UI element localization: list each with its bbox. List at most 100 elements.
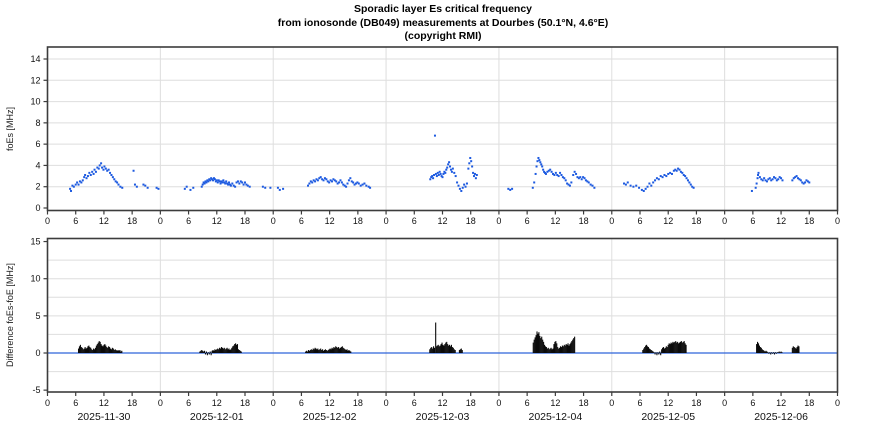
scatter-point	[212, 177, 215, 180]
diff-bar	[539, 335, 541, 353]
scatter-point	[773, 176, 776, 179]
date-label: 2025-11-30	[77, 411, 130, 423]
diff-bar	[681, 342, 683, 353]
scatter-point	[570, 181, 573, 184]
scatter-point	[282, 187, 285, 190]
diff-bar	[432, 348, 434, 353]
scatter-point	[669, 171, 672, 174]
scatter-point	[475, 174, 478, 177]
x-tick-label: 0	[609, 398, 614, 408]
diff-bar	[96, 344, 98, 353]
diff-bar	[308, 350, 310, 353]
scatter-point	[88, 171, 91, 174]
diff-bar	[113, 350, 115, 353]
scatter-point	[794, 176, 797, 179]
diff-bar	[574, 336, 576, 353]
scatter-point	[591, 184, 594, 187]
diff-bar	[231, 347, 233, 353]
scatter-point	[644, 187, 647, 190]
scatter-point	[557, 175, 560, 178]
scatter-point	[640, 188, 643, 191]
scatter-point	[69, 187, 72, 190]
diff-bar	[79, 344, 81, 353]
diff-bar	[437, 344, 439, 353]
scatter-point	[322, 179, 325, 182]
diff-bar	[797, 345, 799, 353]
x-tick-label: 18	[240, 216, 250, 226]
diff-bar	[569, 344, 571, 353]
scatter-point	[242, 183, 245, 186]
diff-bar	[87, 346, 89, 353]
diff-bar	[226, 347, 228, 353]
scatter-point	[100, 162, 103, 165]
scatter-point	[110, 174, 113, 177]
diff-bar	[350, 351, 352, 353]
diff-bar	[796, 347, 798, 353]
scatter-point	[132, 169, 135, 172]
diff-bar	[205, 351, 207, 353]
scatter-point	[437, 174, 440, 177]
scatter-point	[347, 179, 350, 182]
diff-bar	[203, 351, 205, 353]
top-panel-grid-layer	[47, 47, 838, 211]
bottom-panel-grid-layer	[47, 238, 838, 392]
scatter-point	[369, 186, 372, 189]
scatter-point	[323, 177, 326, 180]
diff-bar	[683, 341, 685, 353]
scatter-point	[797, 177, 799, 180]
scatter-point	[201, 183, 204, 186]
diff-bar	[555, 341, 557, 353]
diff-bar	[757, 341, 759, 353]
scatter-point	[338, 181, 341, 184]
scatter-point	[144, 184, 147, 187]
diff-bar	[533, 339, 535, 353]
scatter-point	[677, 167, 680, 170]
diff-bar	[208, 353, 210, 355]
scatter-point	[791, 179, 794, 182]
scatter-point	[632, 185, 635, 188]
scatter-point	[227, 183, 230, 186]
x-tick-label: 18	[691, 216, 701, 226]
scatter-point	[474, 177, 477, 180]
diff-bar	[653, 352, 655, 353]
x-tick-label: 6	[186, 216, 191, 226]
diff-bar	[657, 352, 659, 353]
date-label: 2025-12-02	[303, 411, 357, 423]
scatter-point	[269, 186, 272, 189]
x-tick-label: 6	[750, 398, 755, 408]
scatter-point	[328, 181, 331, 184]
scatter-point	[549, 168, 552, 171]
x-tick-label: 18	[804, 216, 814, 226]
x-tick-label: 6	[412, 216, 417, 226]
diff-bar	[775, 353, 777, 354]
diff-bar	[433, 346, 435, 353]
scatter-point	[215, 179, 218, 182]
diff-bar	[658, 353, 660, 355]
diff-bar	[767, 352, 769, 353]
x-tick-label: 12	[212, 216, 222, 226]
diff-bar	[306, 351, 309, 353]
scatter-point	[538, 159, 541, 162]
diff-bar	[336, 347, 338, 353]
diff-bar	[335, 346, 337, 353]
scatter-point	[623, 182, 626, 185]
scatter-point	[234, 185, 237, 188]
diff-bar	[795, 348, 797, 353]
scatter-point	[806, 180, 809, 183]
scatter-point	[763, 177, 766, 180]
scatter-point	[461, 186, 464, 189]
x-tick-label: 0	[271, 398, 276, 408]
diff-bar	[323, 350, 326, 353]
diff-bar	[571, 341, 573, 353]
diff-bar	[339, 347, 342, 353]
diff-bar	[770, 353, 772, 355]
scatter-point	[357, 182, 360, 185]
scatter-point	[236, 180, 239, 183]
scatter-point	[346, 182, 349, 185]
diff-bar	[310, 349, 312, 353]
y-tick-label: 4	[35, 160, 40, 170]
scatter-point	[808, 181, 811, 184]
scatter-point	[467, 167, 470, 170]
scatter-point	[674, 168, 677, 171]
scatter-point	[307, 184, 310, 187]
